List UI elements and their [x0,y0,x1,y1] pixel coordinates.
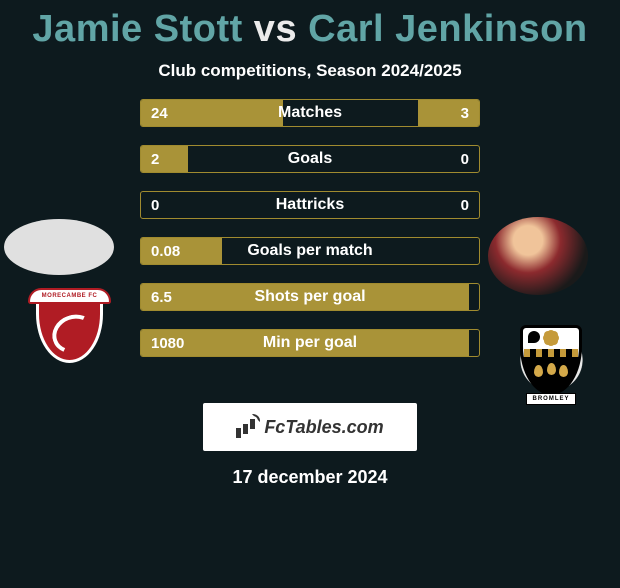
stat-row: 1080Min per goal [140,329,480,357]
player2-club-crest: BROMLEY [504,317,599,403]
crest-banner: MORECAMBE FC [28,288,111,304]
subtitle: Club competitions, Season 2024/2025 [0,61,620,81]
player1-name: Jamie Stott [32,8,242,50]
stat-left-value: 24 [141,100,283,126]
stat-left-value: 0 [141,192,167,218]
crest-banner: BROMLEY [526,393,576,405]
stat-left-value: 0.08 [141,238,222,264]
acorns-icon [534,363,568,383]
chequered-band [524,349,578,357]
shrimp-icon [48,313,92,351]
stat-row: 00Hattricks [140,191,480,219]
player2-photo [488,217,588,295]
stat-right-value: 3 [418,100,479,126]
player1-club-crest: MORECAMBE FC [22,285,117,370]
stat-right-value: 0 [453,146,479,172]
player2-name: Carl Jenkinson [308,8,587,50]
watermark: FcTables.com [203,403,417,451]
raven-icon [528,331,540,343]
comparison-title: Jamie Stott vs Carl Jenkinson [0,8,620,51]
comparison-content: MORECAMBE FC BROMLEY 243Matches20Goals00… [0,99,620,399]
stat-row: 20Goals [140,145,480,173]
stat-row: 6.5Shots per goal [140,283,480,311]
stat-left-value: 2 [141,146,188,172]
stat-left-value: 6.5 [141,284,469,310]
stat-bars: 243Matches20Goals00Hattricks0.08Goals pe… [140,99,480,375]
stat-row: 0.08Goals per match [140,237,480,265]
stat-row: 243Matches [140,99,480,127]
stat-right-value: 0 [453,192,479,218]
player1-photo [4,219,114,275]
vs-separator: vs [243,8,308,50]
sun-icon [544,331,558,345]
stat-left-value: 1080 [141,330,469,356]
fctables-icon [236,416,258,438]
date: 17 december 2024 [0,467,620,488]
watermark-text: FcTables.com [264,417,383,438]
